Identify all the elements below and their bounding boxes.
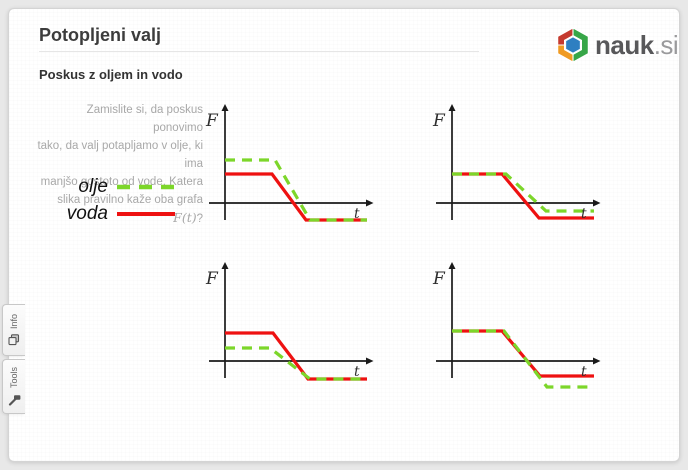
- legend-label-olje: olje: [78, 176, 108, 197]
- logo-suffix: .si: [653, 30, 679, 60]
- question-line: tako, da valj potapljamo v olje, ki ima: [37, 140, 203, 170]
- y-axis-arrow: [221, 104, 229, 111]
- exercise-subtitle: Poskus z oljem in vodo: [39, 67, 183, 82]
- graph-option-top-left[interactable]: F t: [203, 104, 375, 234]
- x-axis-arrow: [593, 357, 601, 365]
- y-axis-label: F: [432, 111, 446, 131]
- x-axis-arrow: [366, 199, 374, 207]
- x-axis-label: t: [354, 206, 360, 222]
- nauk-logo[interactable]: nauk.si: [555, 25, 679, 65]
- logo-orange-segment: [557, 44, 574, 64]
- page-title: Potopljeni valj: [39, 25, 162, 45]
- graph-option-bottom-right[interactable]: F t: [430, 262, 602, 392]
- y-axis-arrow: [448, 104, 456, 111]
- question-line: Zamislite si, da poskus ponovimo: [86, 104, 203, 134]
- olje-line-swatch: [117, 184, 175, 190]
- x-axis-label: t: [581, 206, 587, 222]
- graph-option-bottom-left[interactable]: F t: [203, 262, 375, 392]
- sidebar-tab-info[interactable]: Info: [2, 304, 25, 356]
- y-axis-label: F: [432, 269, 446, 289]
- x-axis-arrow: [366, 357, 374, 365]
- voda-line: [452, 329, 594, 378]
- question-line: slika pravilno kaže oba grafa F(t)?: [57, 194, 203, 225]
- voda-line: [452, 172, 594, 220]
- logo-blue-hexagon: [566, 37, 580, 53]
- graph-option-top-right[interactable]: F t: [430, 104, 602, 234]
- math-f-of-t: F(t): [173, 210, 197, 225]
- nauk-logo-icon: [557, 26, 589, 64]
- tools-hammer-icon: [8, 394, 20, 406]
- tools-tab-label: Tools: [9, 367, 19, 389]
- x-axis-label: t: [354, 364, 360, 380]
- info-tab-label: Info: [9, 313, 19, 329]
- y-axis-arrow: [448, 262, 456, 269]
- logo-name: nauk: [595, 30, 654, 60]
- voda-line: [225, 331, 367, 381]
- info-pages-icon: [8, 334, 20, 346]
- question-text: Zamislite si, da poskus ponovimo tako, d…: [35, 101, 203, 228]
- y-axis-label: F: [205, 269, 219, 289]
- legend-row-olje: olje: [35, 175, 175, 199]
- sidebar-tab-tools[interactable]: Tools: [2, 359, 25, 414]
- olje-line: [452, 329, 594, 389]
- olje-line: [225, 158, 367, 222]
- nauk-logo-text: nauk.si: [595, 26, 679, 64]
- legend-row-voda: voda: [35, 202, 175, 226]
- x-axis-label: t: [581, 364, 587, 380]
- title-divider: [39, 51, 479, 52]
- y-axis-label: F: [205, 111, 219, 131]
- olje-line: [225, 346, 367, 381]
- legend-label-voda: voda: [66, 203, 108, 224]
- x-axis-arrow: [593, 199, 601, 207]
- y-axis-arrow: [221, 262, 229, 269]
- voda-line-swatch: [117, 212, 175, 216]
- olje-line: [452, 172, 594, 213]
- legend: olje voda: [35, 175, 175, 226]
- content-card: Potopljeni valj nauk.si Poskus z oljem i…: [8, 8, 680, 462]
